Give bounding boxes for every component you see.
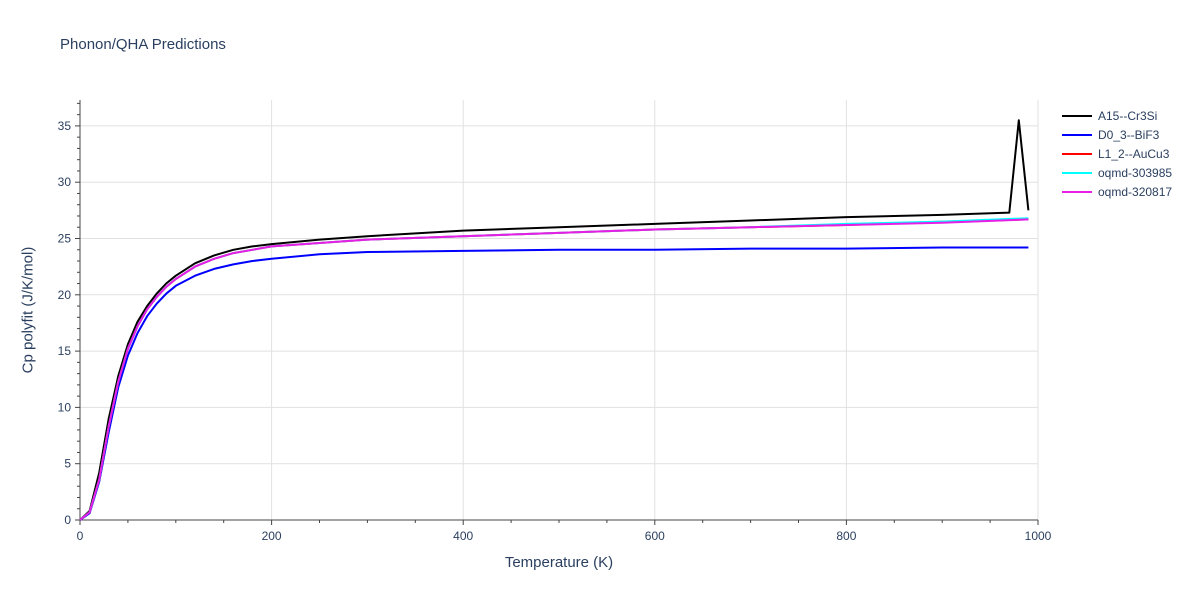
legend-label: A15--Cr3Si xyxy=(1098,108,1158,123)
y-tick-label: 10 xyxy=(58,400,72,414)
legend-label: D0_3--BiF3 xyxy=(1098,127,1160,142)
y-tick-label: 35 xyxy=(58,119,72,133)
legend-item[interactable]: A15--Cr3Si xyxy=(1062,106,1172,125)
chart-title: Phonon/QHA Predictions xyxy=(60,36,226,53)
legend-item[interactable]: oqmd-303985 xyxy=(1062,163,1172,182)
series-line-oqmd-303985 xyxy=(79,217,1029,521)
x-tick-label: 0 xyxy=(77,529,84,543)
series-line-oqmd-320817 xyxy=(79,218,1029,521)
y-axis-label: Cp polyfit (J/K/mol) xyxy=(19,246,37,374)
legend-item[interactable]: L1_2--AuCu3 xyxy=(1062,144,1172,163)
legend-swatch xyxy=(1062,114,1092,117)
series-line-l1-2-aucu3 xyxy=(79,218,1029,521)
legend-item[interactable]: D0_3--BiF3 xyxy=(1062,125,1172,144)
y-tick-label: 0 xyxy=(64,513,71,527)
x-tick-label: 800 xyxy=(836,529,856,543)
legend-swatch xyxy=(1062,171,1092,174)
legend-swatch xyxy=(1062,152,1092,155)
y-tick-label: 25 xyxy=(58,231,72,245)
x-axis-label: Temperature (K) xyxy=(504,554,614,571)
series-line-d0-3-bif3 xyxy=(79,246,1029,521)
y-tick-label: 20 xyxy=(58,288,72,302)
legend-swatch xyxy=(1062,133,1092,136)
series-line-a15-cr3si xyxy=(79,119,1030,521)
y-tick-label: 15 xyxy=(58,344,72,358)
x-tick-label: 200 xyxy=(262,529,282,543)
legend-label: L1_2--AuCu3 xyxy=(1098,146,1170,161)
x-tick-label: 1000 xyxy=(1025,529,1052,543)
x-tick-label: 400 xyxy=(453,529,473,543)
legend: A15--Cr3Si D0_3--BiF3 L1_2--AuCu3 oqmd-3039… xyxy=(1062,106,1172,201)
y-tick-label: 30 xyxy=(58,175,72,189)
legend-swatch xyxy=(1062,190,1092,193)
legend-label: oqmd-303985 xyxy=(1098,165,1173,180)
legend-item[interactable]: oqmd-320817 xyxy=(1062,182,1172,201)
x-tick-label: 600 xyxy=(645,529,665,543)
legend-label: oqmd-320817 xyxy=(1098,184,1173,199)
y-tick-label: 5 xyxy=(64,457,71,471)
